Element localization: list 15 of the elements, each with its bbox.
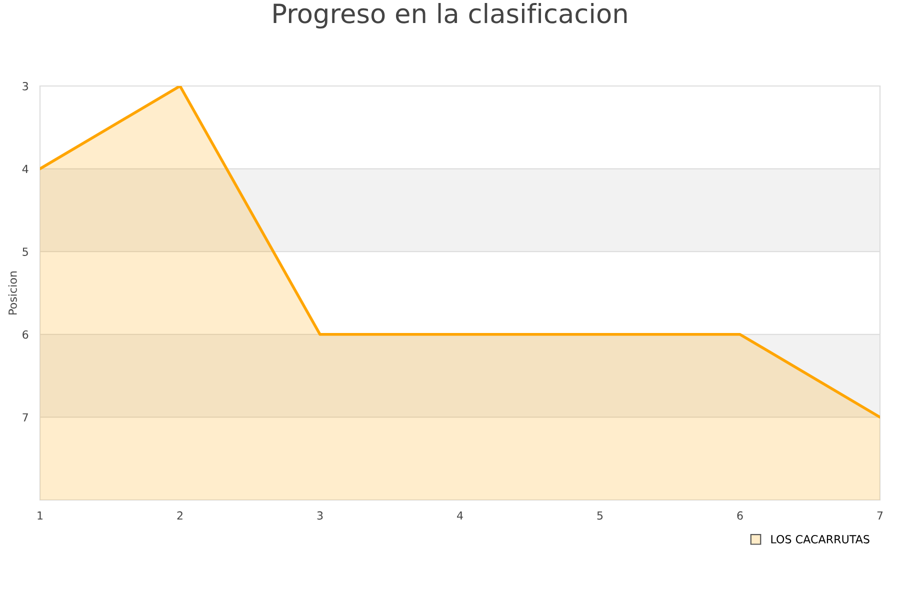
x-tick-label: 2 [177, 511, 182, 520]
x-tick-label: 4 [457, 511, 463, 520]
y-tick-label: 6 [22, 330, 28, 339]
x-tick-label: 5 [597, 511, 603, 520]
x-tick-label: 1 [38, 511, 43, 520]
y-tick-label: 5 [22, 248, 28, 256]
y-tick-label: 3 [22, 82, 28, 90]
chart-title: Progreso en la clasificacion [274, 3, 627, 29]
x-tick-label: 3 [317, 511, 323, 520]
y-tick-label: 4 [22, 164, 28, 174]
y-axis-title: Posicion [8, 271, 17, 314]
x-tick-label: 7 [877, 511, 883, 520]
x-tick-label: 6 [737, 511, 743, 520]
legend-label: LOS CACARRUTAS [771, 535, 870, 544]
y-tick-label: 7 [22, 413, 28, 422]
